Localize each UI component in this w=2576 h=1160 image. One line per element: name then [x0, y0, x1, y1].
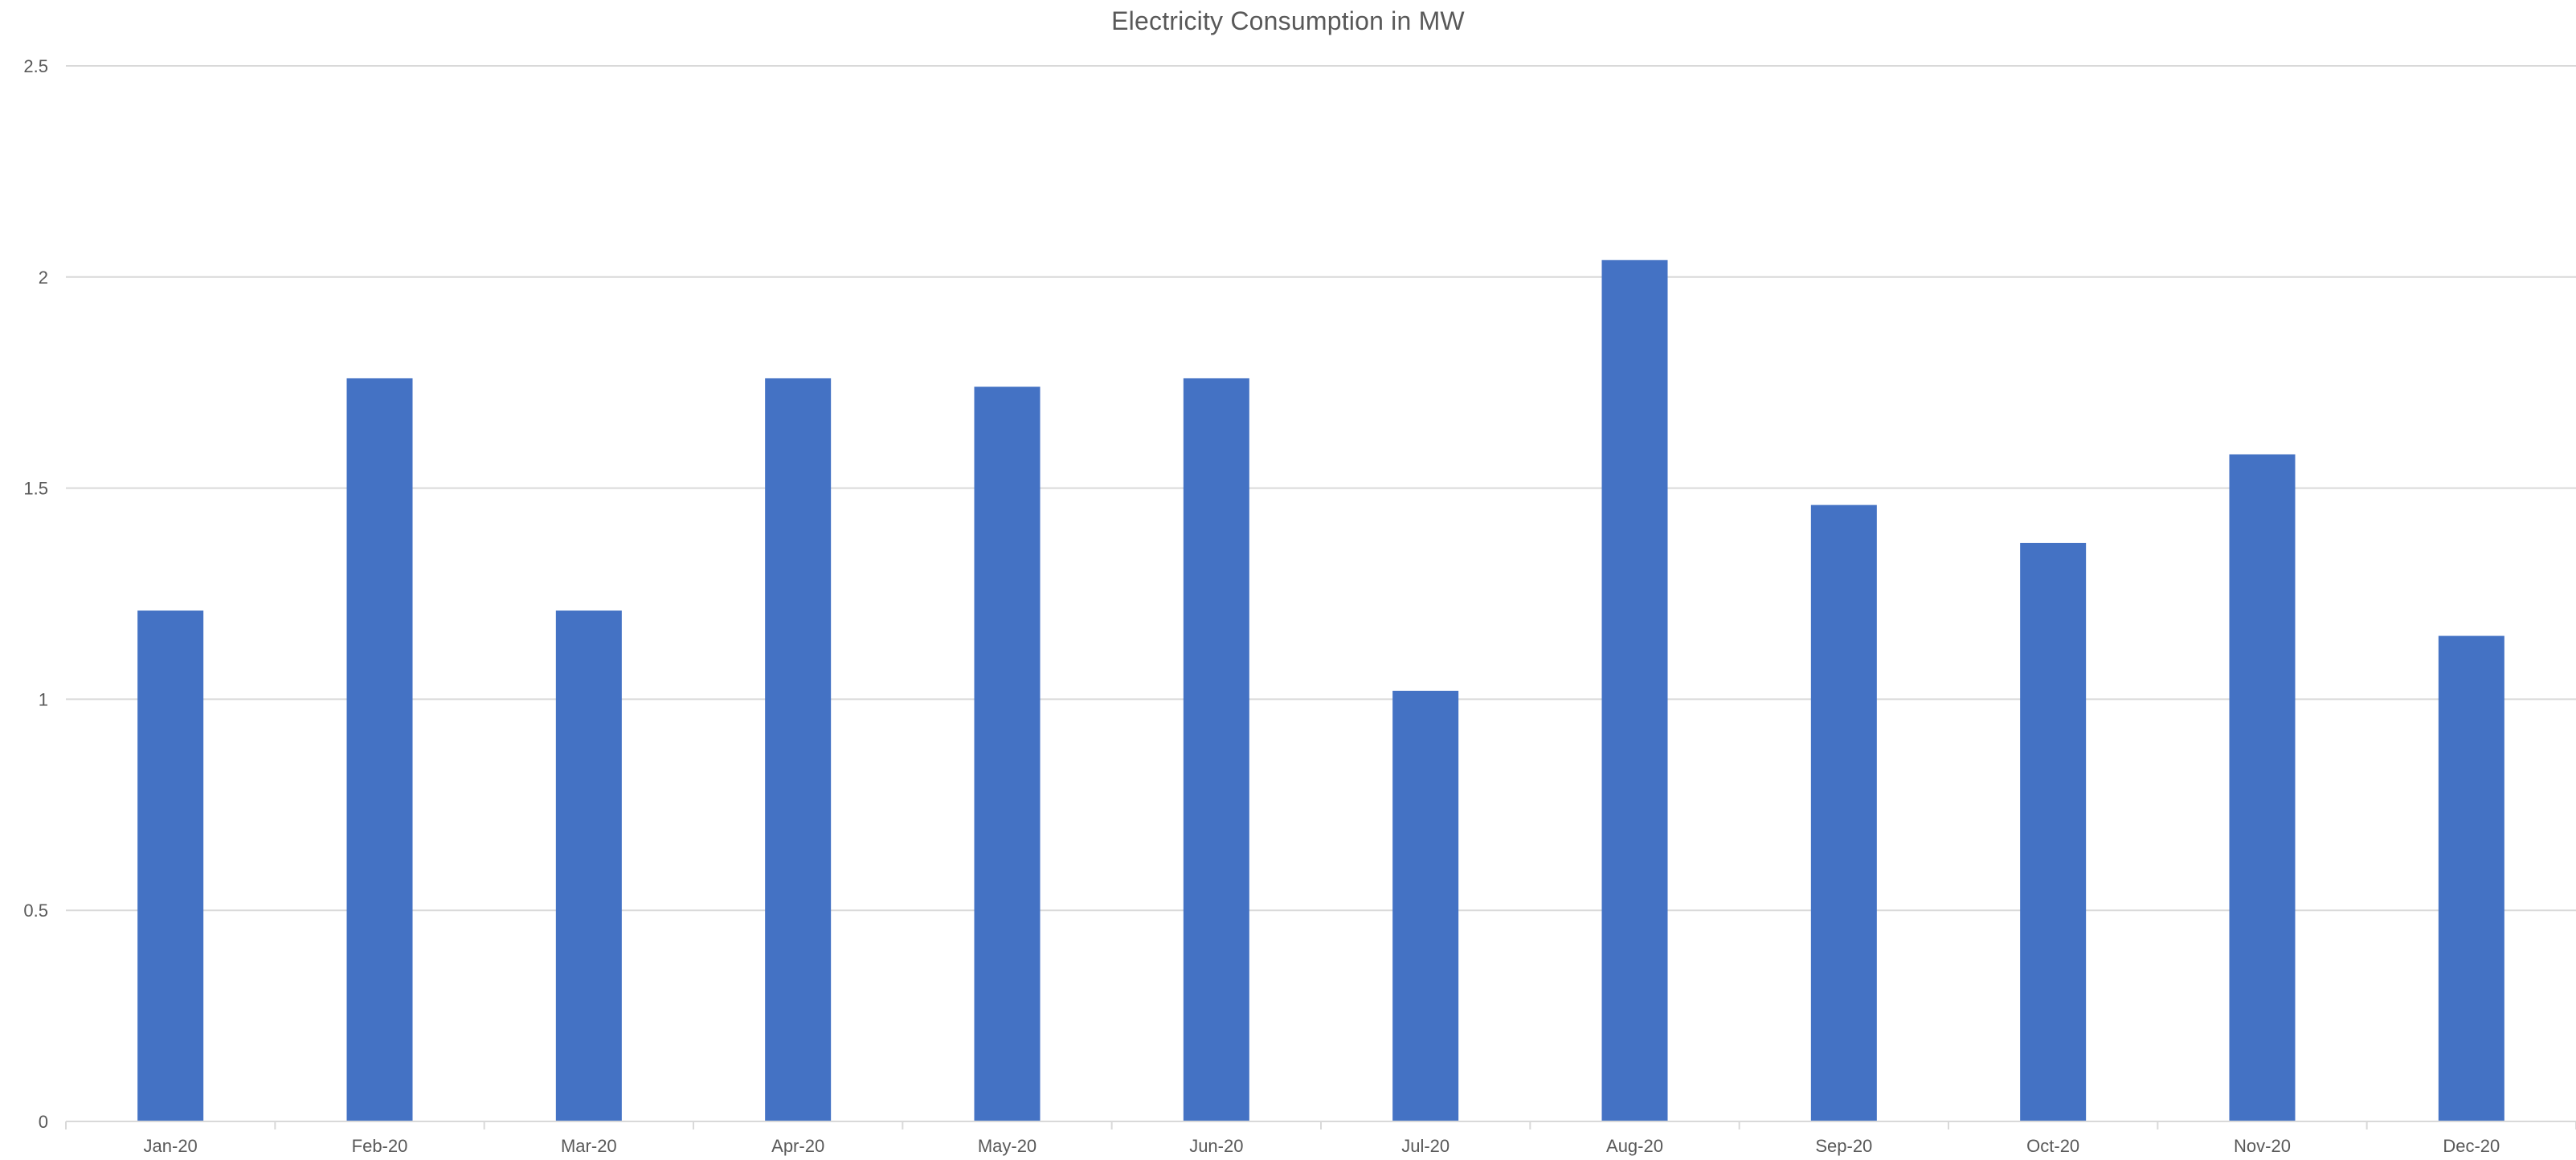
x-tick-label: Apr-20	[771, 1136, 824, 1156]
x-tick-label: May-20	[978, 1136, 1037, 1156]
x-tick-label: Jul-20	[1401, 1136, 1450, 1156]
bar-nov-20	[2229, 454, 2296, 1121]
bar-aug-20	[1601, 259, 1668, 1121]
y-axis-ticks: 0 0.5 1 1.5 2 2.5	[23, 56, 48, 1132]
bar-may-20	[974, 386, 1041, 1121]
x-axis	[65, 1121, 2576, 1129]
bars	[137, 259, 2504, 1122]
x-tick-label: Aug-20	[1606, 1136, 1663, 1156]
bar-jun-20	[1183, 378, 1249, 1122]
gridlines	[66, 65, 2576, 912]
x-tick-label: Oct-20	[2026, 1136, 2079, 1156]
bar-jan-20	[137, 611, 204, 1121]
y-tick-label: 2.5	[23, 56, 48, 76]
chart-title: Electricity Consumption in MW	[1111, 6, 1465, 35]
y-tick-label: 0	[39, 1112, 48, 1132]
bar-dec-20	[2438, 635, 2504, 1121]
x-tick-label: Nov-20	[2234, 1136, 2291, 1156]
bar-feb-20	[346, 378, 413, 1122]
x-tick-label: Sep-20	[1815, 1136, 1872, 1156]
x-axis-ticks: Jan-20 Feb-20 Mar-20 Apr-20 May-20 Jun-20 Jul-…	[144, 1136, 2500, 1156]
x-tick-label: Jan-20	[144, 1136, 198, 1156]
x-tick-label: Feb-20	[352, 1136, 408, 1156]
y-tick-label: 1	[39, 689, 48, 709]
bar-oct-20	[2020, 542, 2087, 1121]
x-tick-label: Dec-20	[2443, 1136, 2500, 1156]
bar-sep-20	[1810, 504, 1877, 1121]
x-tick-label: Jun-20	[1189, 1136, 1243, 1156]
x-tick-label: Mar-20	[561, 1136, 617, 1156]
bar-apr-20	[765, 378, 832, 1122]
bar-mar-20	[555, 611, 622, 1121]
y-tick-label: 2	[39, 268, 48, 288]
y-tick-label: 0.5	[23, 901, 48, 921]
y-tick-label: 1.5	[23, 479, 48, 499]
bar-jul-20	[1392, 690, 1459, 1121]
